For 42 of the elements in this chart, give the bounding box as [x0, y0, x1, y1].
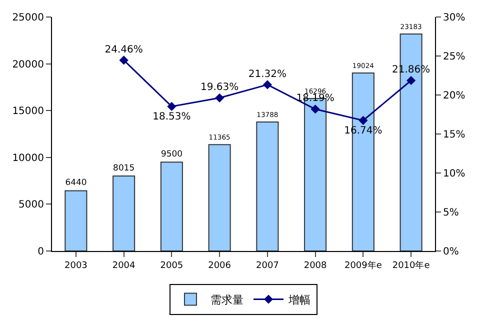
bar — [208, 144, 231, 251]
legend-label: 需求量 — [210, 294, 244, 307]
bar — [112, 175, 136, 251]
point — [119, 56, 128, 65]
y-tick-label: 25000 — [12, 12, 44, 24]
x-tick-label: 2009年e — [344, 260, 382, 271]
x-tick-label: 2005 — [160, 260, 184, 271]
y-tick-label: 0 — [38, 246, 44, 258]
y2-tick-label: 10% — [443, 168, 466, 180]
bar — [64, 190, 88, 251]
y2-tick-label: 20% — [443, 90, 466, 102]
data-label: 9500 — [160, 148, 182, 159]
y2-tick-label: 15% — [443, 130, 466, 140]
y2-tick-label: 0% — [443, 246, 459, 258]
bar — [160, 162, 183, 251]
x-tick-label: 2004 — [112, 260, 136, 271]
data-label: 19.63% — [200, 82, 239, 94]
data-label: 8015 — [113, 162, 135, 172]
x-tick-label: 2003 — [64, 260, 88, 271]
data-label: 21.32% — [248, 68, 287, 80]
x-tick-label: 2008 — [304, 260, 328, 271]
y-tick-label: 15000 — [12, 106, 44, 118]
point — [262, 80, 272, 90]
y-tick-label: 10000 — [12, 152, 44, 164]
point — [358, 116, 368, 125]
legend-label: 增幅 — [288, 294, 310, 307]
point — [406, 76, 416, 86]
y2-tick-label: 30% — [443, 12, 466, 24]
y2-tick-label: 5% — [443, 208, 459, 218]
x-tick-label: 2010年e — [392, 260, 430, 271]
data-label: 24.46% — [104, 44, 143, 56]
data-label: 18.53% — [152, 111, 191, 122]
point — [167, 102, 176, 112]
y-tick-label: 5000 — [18, 200, 44, 211]
data-label: 6440 — [65, 177, 87, 188]
point — [215, 93, 224, 102]
point — [310, 104, 320, 114]
bar — [256, 121, 279, 251]
x-tick-label: 2007 — [256, 260, 279, 271]
y-tick-label: 20000 — [12, 59, 44, 70]
y2-tick-label: 25% — [443, 52, 466, 62]
x-tick-label: 2006 — [208, 260, 232, 271]
